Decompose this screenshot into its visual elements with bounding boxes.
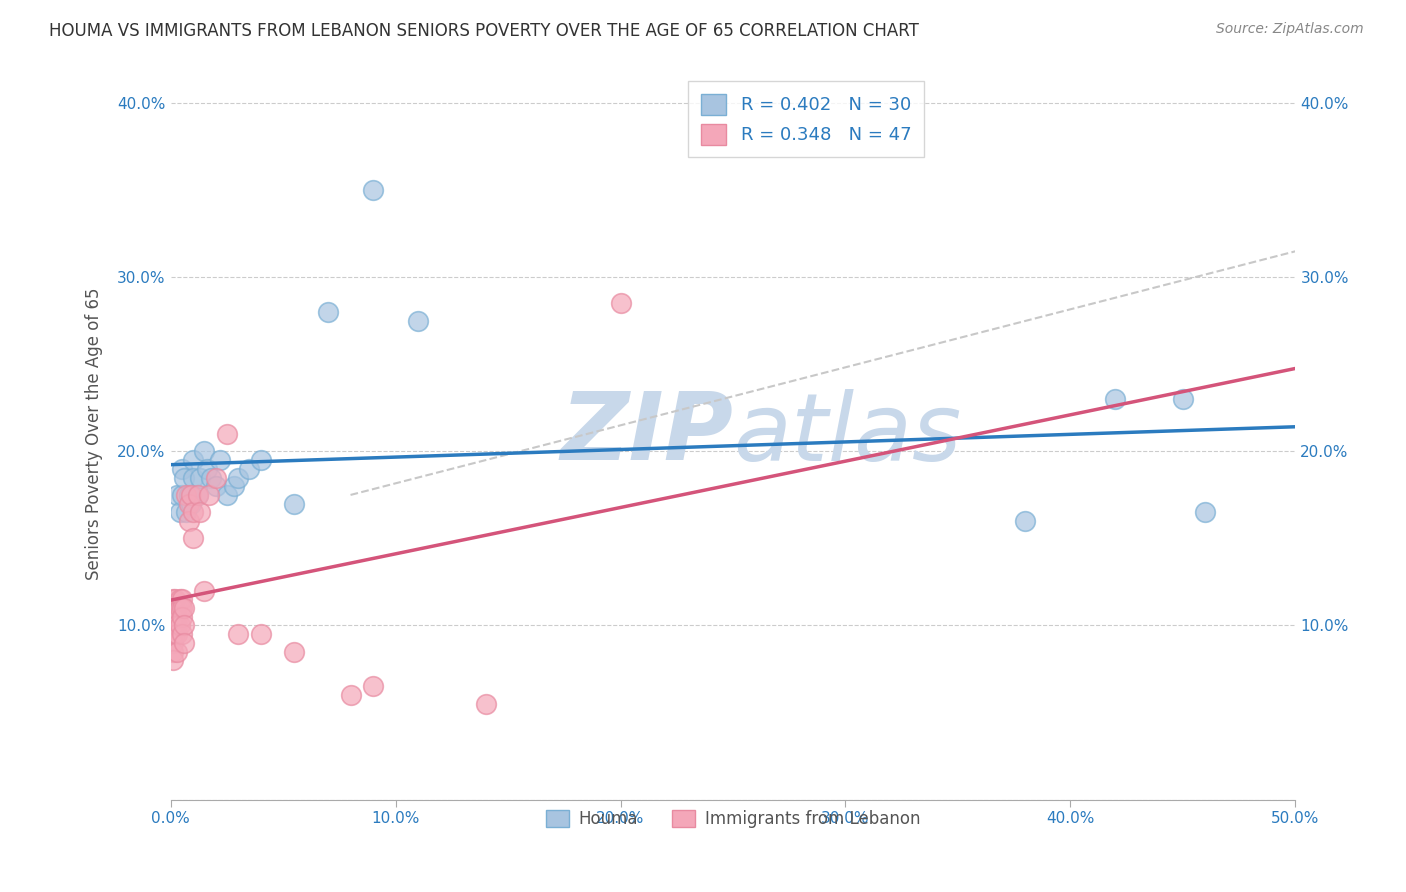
- Point: [238, 462, 260, 476]
- Text: ZIP: ZIP: [560, 388, 733, 480]
- Point: [188, 505, 211, 519]
- Point: [165, 627, 187, 641]
- Point: [339, 688, 361, 702]
- Point: [180, 488, 202, 502]
- Point: [165, 601, 187, 615]
- Point: [204, 479, 226, 493]
- Point: [166, 627, 188, 641]
- Text: HOUMA VS IMMIGRANTS FROM LEBANON SENIORS POVERTY OVER THE AGE OF 65 CORRELATION : HOUMA VS IMMIGRANTS FROM LEBANON SENIORS…: [49, 22, 920, 40]
- Point: [316, 305, 339, 319]
- Point: [166, 609, 188, 624]
- Point: [283, 497, 305, 511]
- Point: [170, 462, 193, 476]
- Point: [177, 488, 200, 502]
- Point: [162, 627, 184, 641]
- Point: [222, 479, 245, 493]
- Point: [169, 505, 191, 519]
- Point: [176, 505, 198, 519]
- Point: [176, 488, 198, 502]
- Point: [173, 470, 195, 484]
- Point: [169, 618, 191, 632]
- Point: [609, 296, 631, 310]
- Point: [474, 697, 496, 711]
- Point: [162, 592, 184, 607]
- Y-axis label: Seniors Poverty Over the Age of 65: Seniors Poverty Over the Age of 65: [86, 288, 103, 581]
- Point: [215, 488, 238, 502]
- Point: [165, 609, 187, 624]
- Point: [181, 505, 204, 519]
- Point: [166, 618, 188, 632]
- Point: [180, 497, 202, 511]
- Point: [173, 601, 195, 615]
- Point: [170, 627, 193, 641]
- Point: [193, 444, 215, 458]
- Point: [162, 636, 184, 650]
- Point: [406, 314, 429, 328]
- Point: [361, 183, 384, 197]
- Point: [162, 644, 184, 658]
- Point: [177, 514, 200, 528]
- Point: [173, 618, 195, 632]
- Point: [249, 627, 271, 641]
- Point: [361, 679, 384, 693]
- Point: [226, 627, 249, 641]
- Point: [181, 453, 204, 467]
- Point: [169, 601, 191, 615]
- Point: [170, 488, 193, 502]
- Point: [181, 470, 204, 484]
- Point: [215, 427, 238, 442]
- Point: [162, 618, 184, 632]
- Point: [162, 609, 184, 624]
- Point: [209, 453, 232, 467]
- Text: atlas: atlas: [733, 389, 962, 480]
- Point: [226, 470, 249, 484]
- Point: [165, 592, 187, 607]
- Point: [169, 592, 191, 607]
- Point: [187, 488, 209, 502]
- Text: Source: ZipAtlas.com: Source: ZipAtlas.com: [1216, 22, 1364, 37]
- Point: [283, 644, 305, 658]
- Point: [166, 488, 188, 502]
- Point: [165, 618, 187, 632]
- Legend: Houma, Immigrants from Lebanon: Houma, Immigrants from Lebanon: [538, 804, 927, 835]
- Point: [195, 462, 218, 476]
- Point: [1104, 392, 1126, 407]
- Point: [249, 453, 271, 467]
- Point: [177, 497, 200, 511]
- Point: [198, 488, 221, 502]
- Point: [1014, 514, 1036, 528]
- Point: [166, 601, 188, 615]
- Point: [1194, 505, 1216, 519]
- Point: [162, 601, 184, 615]
- Point: [181, 532, 204, 546]
- Point: [188, 470, 211, 484]
- Point: [170, 609, 193, 624]
- Point: [187, 488, 209, 502]
- Point: [162, 653, 184, 667]
- Point: [1171, 392, 1194, 407]
- Point: [170, 601, 193, 615]
- Point: [166, 644, 188, 658]
- Point: [200, 470, 222, 484]
- Point: [170, 592, 193, 607]
- Point: [204, 470, 226, 484]
- Point: [193, 583, 215, 598]
- Point: [173, 636, 195, 650]
